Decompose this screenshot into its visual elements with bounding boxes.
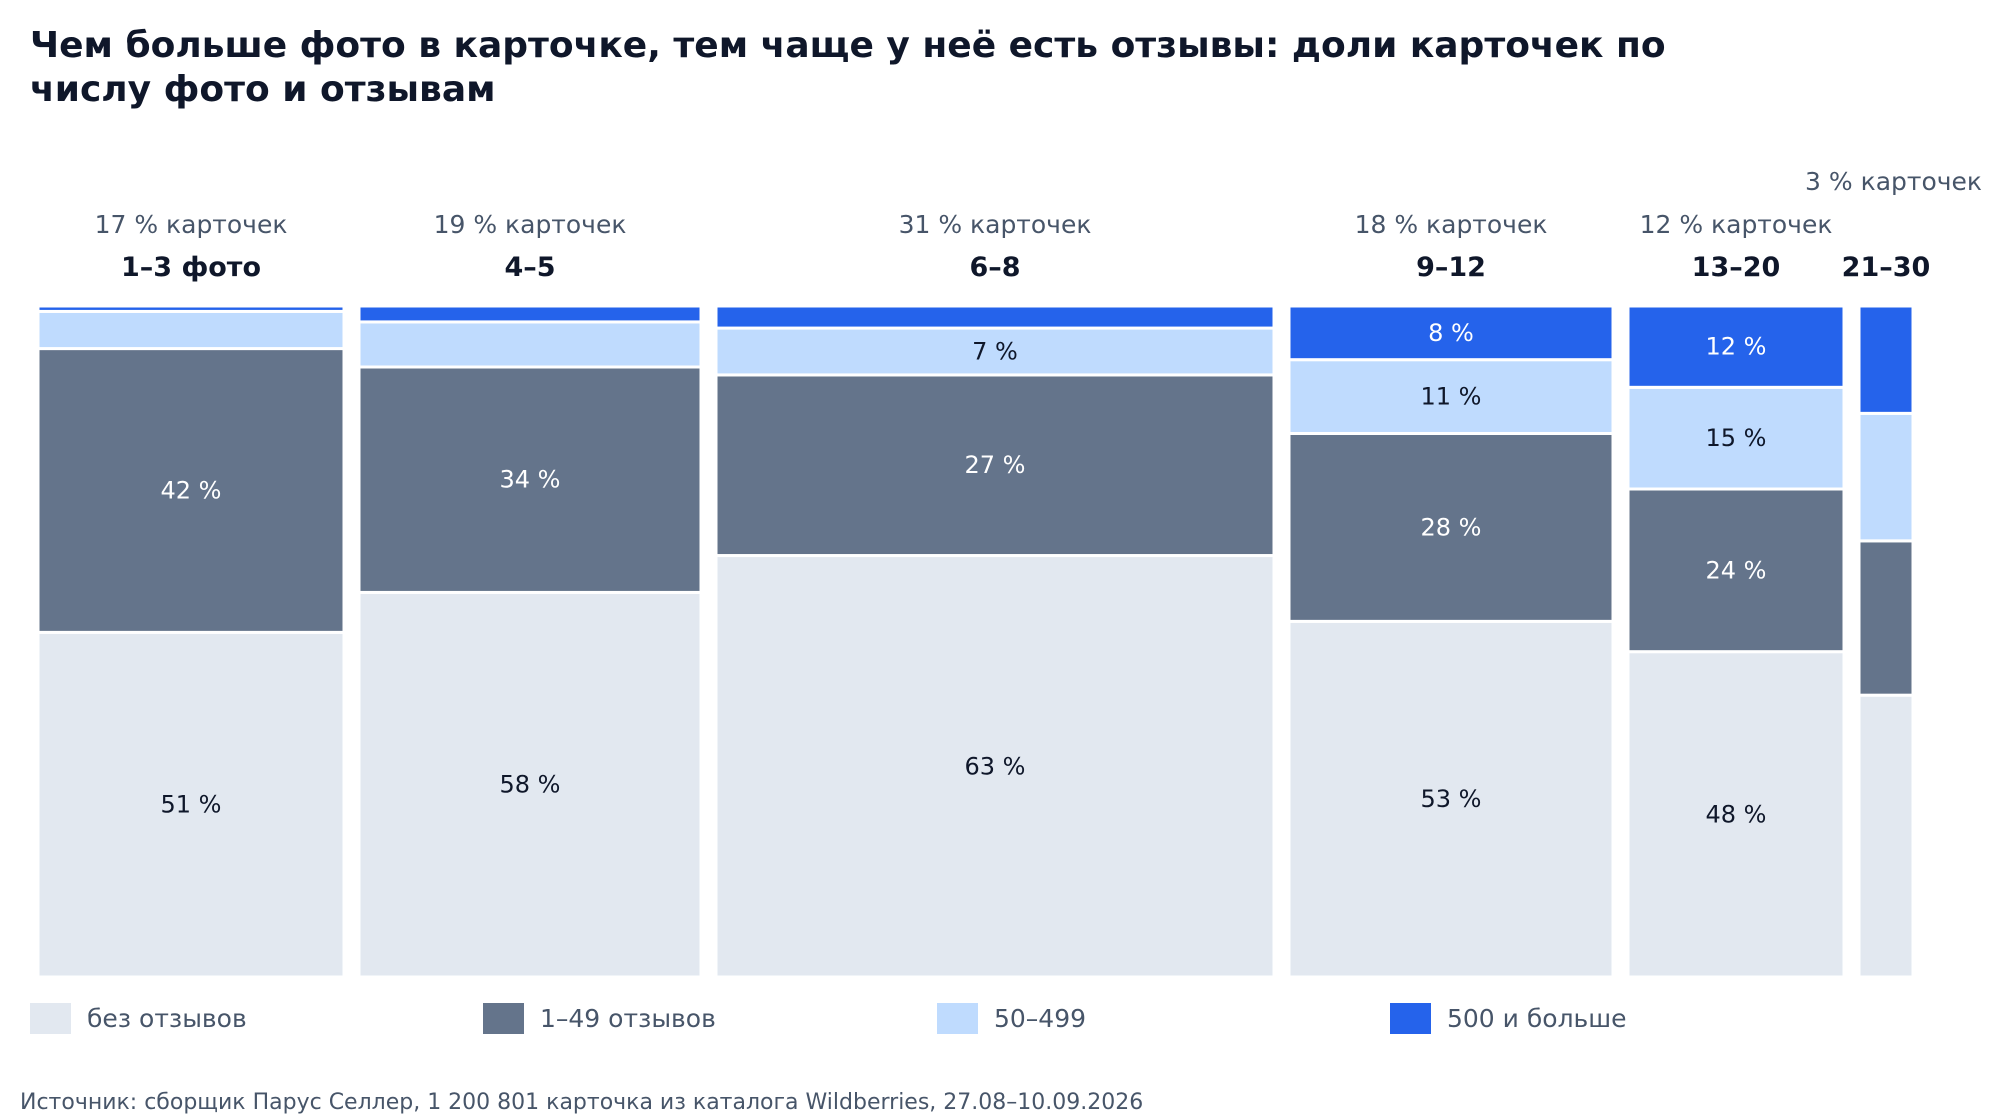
segment-5-1 (1626, 650, 1846, 979)
segment-5-2 (1626, 487, 1846, 654)
data-label-4-1: 53 % (1421, 785, 1482, 813)
legend-item-no-reviews: без отзывов (30, 1003, 247, 1034)
data-label-1-1: 51 % (161, 791, 222, 819)
share-label-1: 17 % карточек (95, 210, 288, 239)
legend-label-500-plus-reviews: 500 и больше (1447, 1004, 1627, 1033)
legend-item-500-plus-reviews: 500 и больше (1390, 1003, 1627, 1034)
share-label-2: 19 % карточек (434, 210, 627, 239)
segment-3-1 (714, 554, 1276, 979)
segment-5-4 (1626, 304, 1846, 389)
legend-swatch-no-reviews (30, 1003, 71, 1034)
data-label-1-2: 42 % (161, 476, 222, 504)
category-label-2: 4–5 (504, 252, 555, 283)
segment-4-2 (1287, 431, 1615, 623)
data-label-3-1: 63 % (965, 752, 1026, 780)
share-label-6: 3 % карточек (1805, 167, 1982, 196)
segment-1-4 (36, 304, 346, 313)
data-label-4-4: 8 % (1428, 319, 1474, 347)
data-label-2-1: 58 % (500, 771, 561, 799)
segment-1-3 (36, 309, 346, 351)
legend-swatch-500-plus-reviews (1390, 1003, 1431, 1034)
segment-4-1 (1287, 619, 1615, 979)
segment-3-2 (714, 373, 1276, 558)
legend: без отзывов 1–49 отзывов 50–499 500 и бо… (30, 1003, 1930, 1039)
data-label-5-3: 15 % (1706, 424, 1767, 452)
category-label-3: 6–8 (969, 252, 1020, 283)
share-label-5: 12 % карточек (1640, 210, 1833, 239)
data-label-2-2: 34 % (500, 466, 561, 494)
segment-5-3 (1626, 385, 1846, 491)
chart-title: Чем больше фото в карточке, тем чаще у н… (30, 25, 1666, 110)
segment-6-3 (1857, 411, 1915, 543)
segment-2-3 (357, 320, 703, 369)
segment-3-4 (714, 304, 1276, 330)
data-label-3-2: 27 % (965, 451, 1026, 479)
source-note: Источник: сборщик Парус Селлер, 1 200 80… (20, 1090, 1144, 1115)
category-label-4: 9–12 (1416, 252, 1486, 283)
category-label-1: 1–3 фото (121, 252, 261, 283)
share-label-4: 18 % карточек (1355, 210, 1548, 239)
legend-item-1-49-reviews: 1–49 отзывов (483, 1003, 716, 1034)
segment-1-2 (36, 347, 346, 634)
data-label-5-1: 48 % (1706, 800, 1767, 828)
segment-4-3 (1287, 358, 1615, 435)
segment-6-2 (1857, 539, 1915, 697)
legend-item-50-499-reviews: 50–499 (937, 1003, 1086, 1034)
data-label-5-2: 24 % (1706, 556, 1767, 584)
data-label-4-2: 28 % (1421, 513, 1482, 541)
legend-swatch-1-49-reviews (483, 1003, 524, 1034)
legend-label-50-499-reviews: 50–499 (994, 1004, 1087, 1033)
legend-label-no-reviews: без отзывов (87, 1004, 247, 1033)
segment-3-3 (714, 326, 1276, 377)
category-label-5: 13–20 (1692, 252, 1781, 283)
segment-6-1 (1857, 693, 1915, 979)
share-label-3: 31 % карточек (899, 210, 1092, 239)
segment-4-4 (1287, 304, 1615, 362)
data-label-4-3: 11 % (1421, 383, 1482, 411)
data-label-3-3: 7 % (972, 337, 1018, 365)
data-label-5-4: 12 % (1706, 333, 1767, 361)
segment-1-1 (36, 630, 346, 979)
category-label-6: 21–30 (1842, 252, 1931, 283)
segment-2-1 (357, 590, 703, 979)
legend-label-1-49-reviews: 1–49 отзывов (540, 1004, 716, 1033)
legend-swatch-50-499-reviews (937, 1003, 978, 1034)
segment-6-4 (1857, 304, 1915, 415)
segment-2-4 (357, 304, 703, 324)
